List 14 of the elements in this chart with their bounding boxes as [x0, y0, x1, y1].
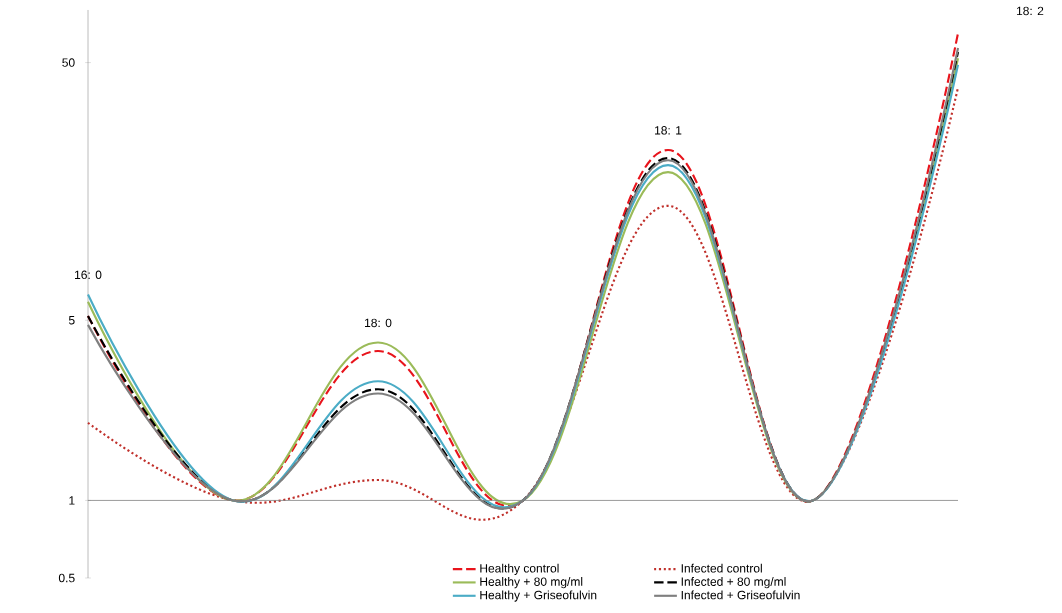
- y-tick-label: 5: [68, 316, 75, 325]
- legend-label: Infected + 80 mg/ml: [681, 577, 786, 589]
- y-tick-label: 50: [62, 58, 75, 67]
- legend-label: Infected control: [681, 563, 762, 573]
- annotation: 18: 0: [365, 318, 392, 328]
- legend-label: Infected + Griseofulvin: [681, 590, 800, 600]
- legend-label: Healthy + 80 mg/ml: [480, 577, 583, 589]
- legend-label: Healthy + Griseofulvin: [480, 590, 597, 602]
- y-tick-label: 1: [69, 496, 75, 505]
- legend-label: Healthy control: [480, 563, 559, 575]
- y-tick-label: 0.5: [58, 573, 75, 583]
- annotation: 16: 0: [75, 270, 102, 280]
- annotation: 18: 1: [655, 126, 682, 135]
- text: 18: 2: [1016, 6, 1044, 16]
